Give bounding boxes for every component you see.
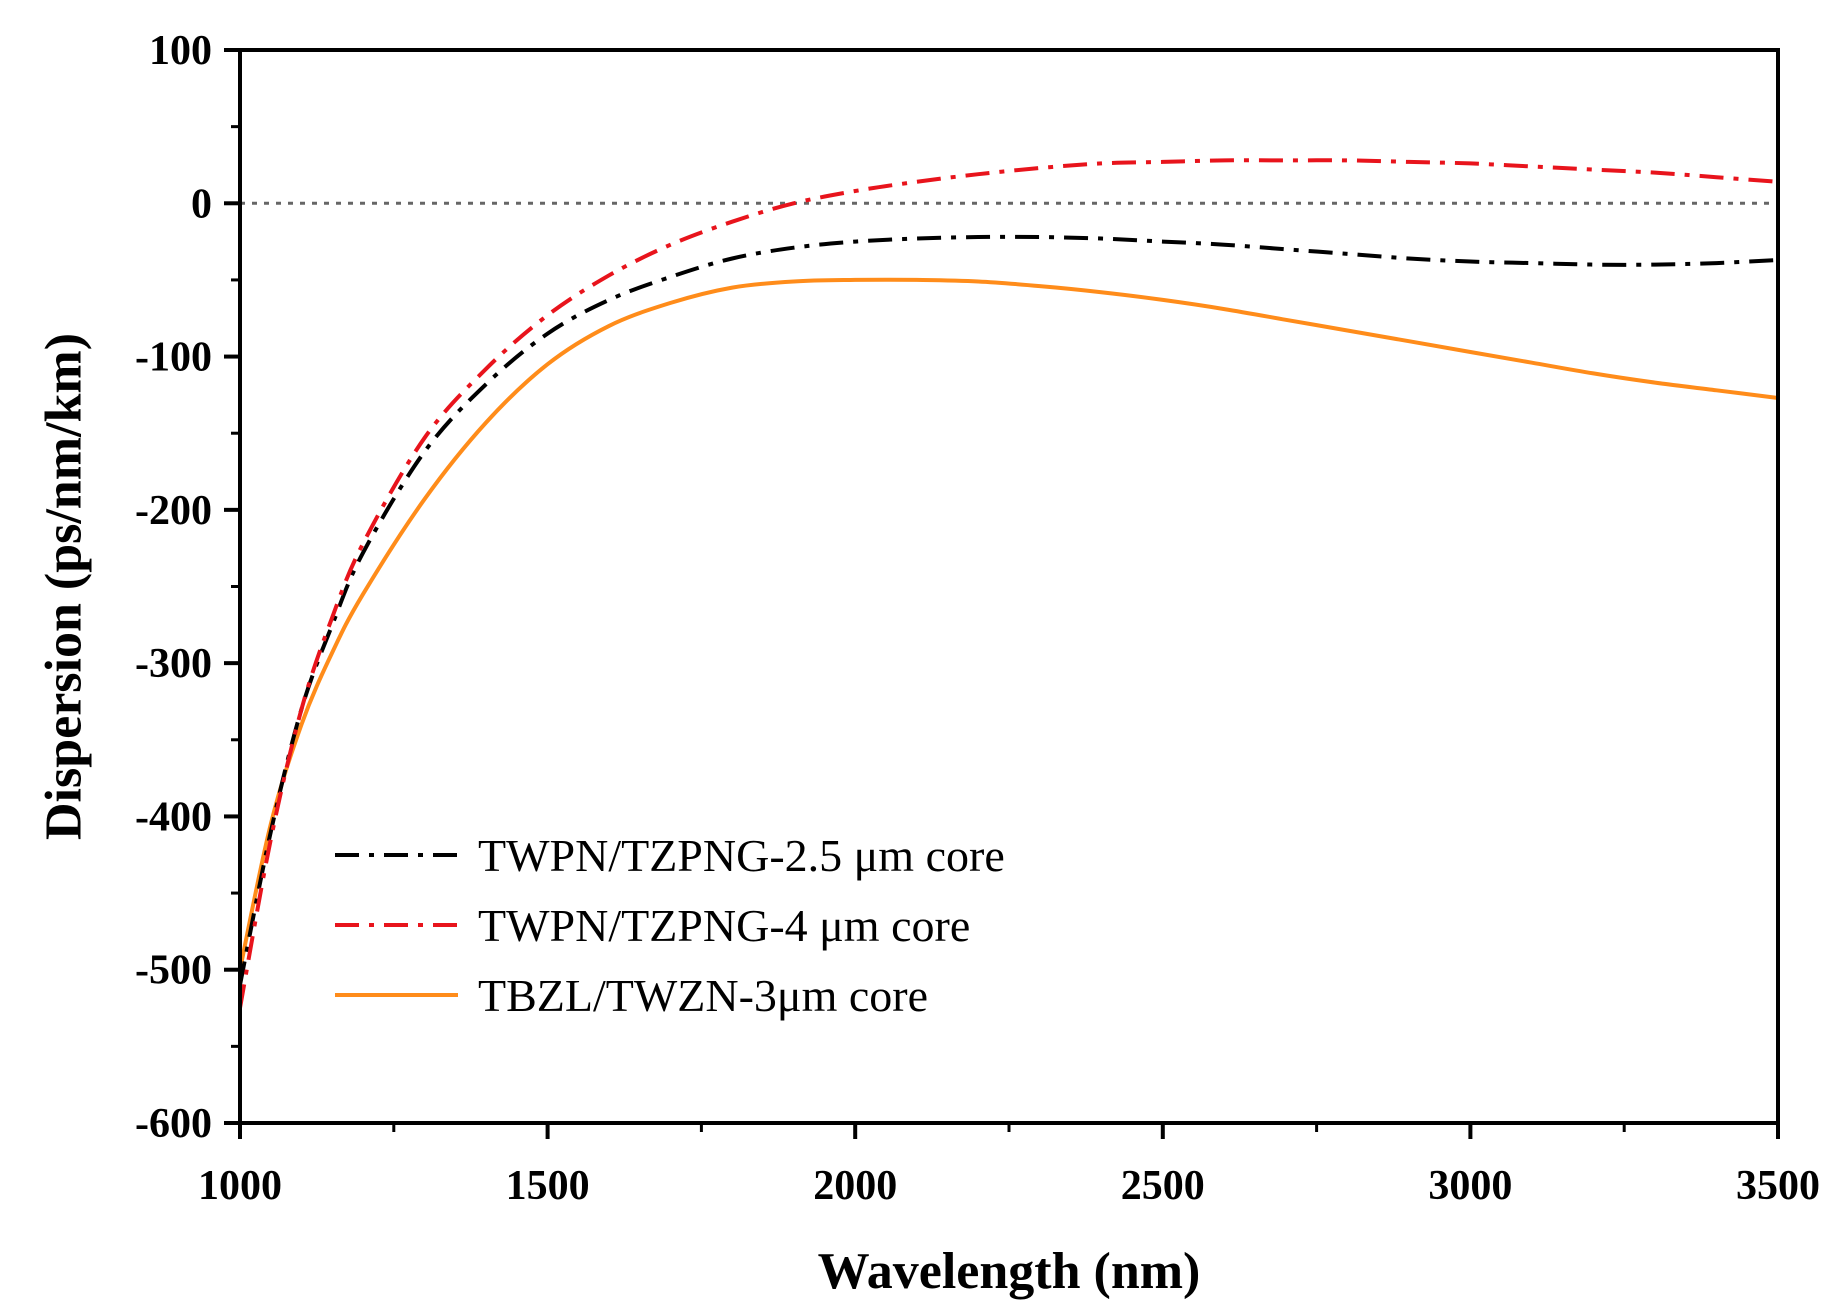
x-tick-label: 3500 [1736, 1163, 1820, 1209]
y-tick-label: -100 [135, 335, 212, 381]
y-tick-label: -600 [135, 1101, 212, 1147]
legend: TWPN/TZPNG-2.5 μm core TWPN/TZPNG-4 μm co… [335, 830, 1005, 1021]
x-axis-title: Wavelength (nm) [818, 1243, 1201, 1300]
plot-frame [238, 48, 1780, 1125]
legend-label-1: TWPN/TZPNG-2.5 μm core [478, 830, 1005, 881]
x-tick-label: 1500 [506, 1163, 590, 1209]
y-axis-title: Dispersion (ps/nm/km) [36, 333, 93, 840]
legend-label-3: TBZL/TWZN-3μm core [478, 970, 928, 1021]
x-tick-label: 1000 [198, 1163, 282, 1209]
series-line-2 [238, 158, 1779, 1009]
y-tick-label: -300 [135, 641, 212, 687]
x-tick-label: 2000 [813, 1163, 897, 1209]
y-tick-label: 100 [149, 28, 212, 74]
series-line-3 [238, 277, 1779, 971]
x-tick-label: 2500 [1121, 1163, 1205, 1209]
y-tick-label: -200 [135, 488, 212, 534]
legend-label-2: TWPN/TZPNG-4 μm core [478, 900, 970, 951]
y-tick-label: -400 [135, 794, 212, 840]
x-tick-label: 3000 [1428, 1163, 1512, 1209]
y-tick-label: -500 [135, 948, 212, 994]
y-tick-label: 0 [191, 181, 212, 227]
series-line-1 [238, 234, 1779, 986]
